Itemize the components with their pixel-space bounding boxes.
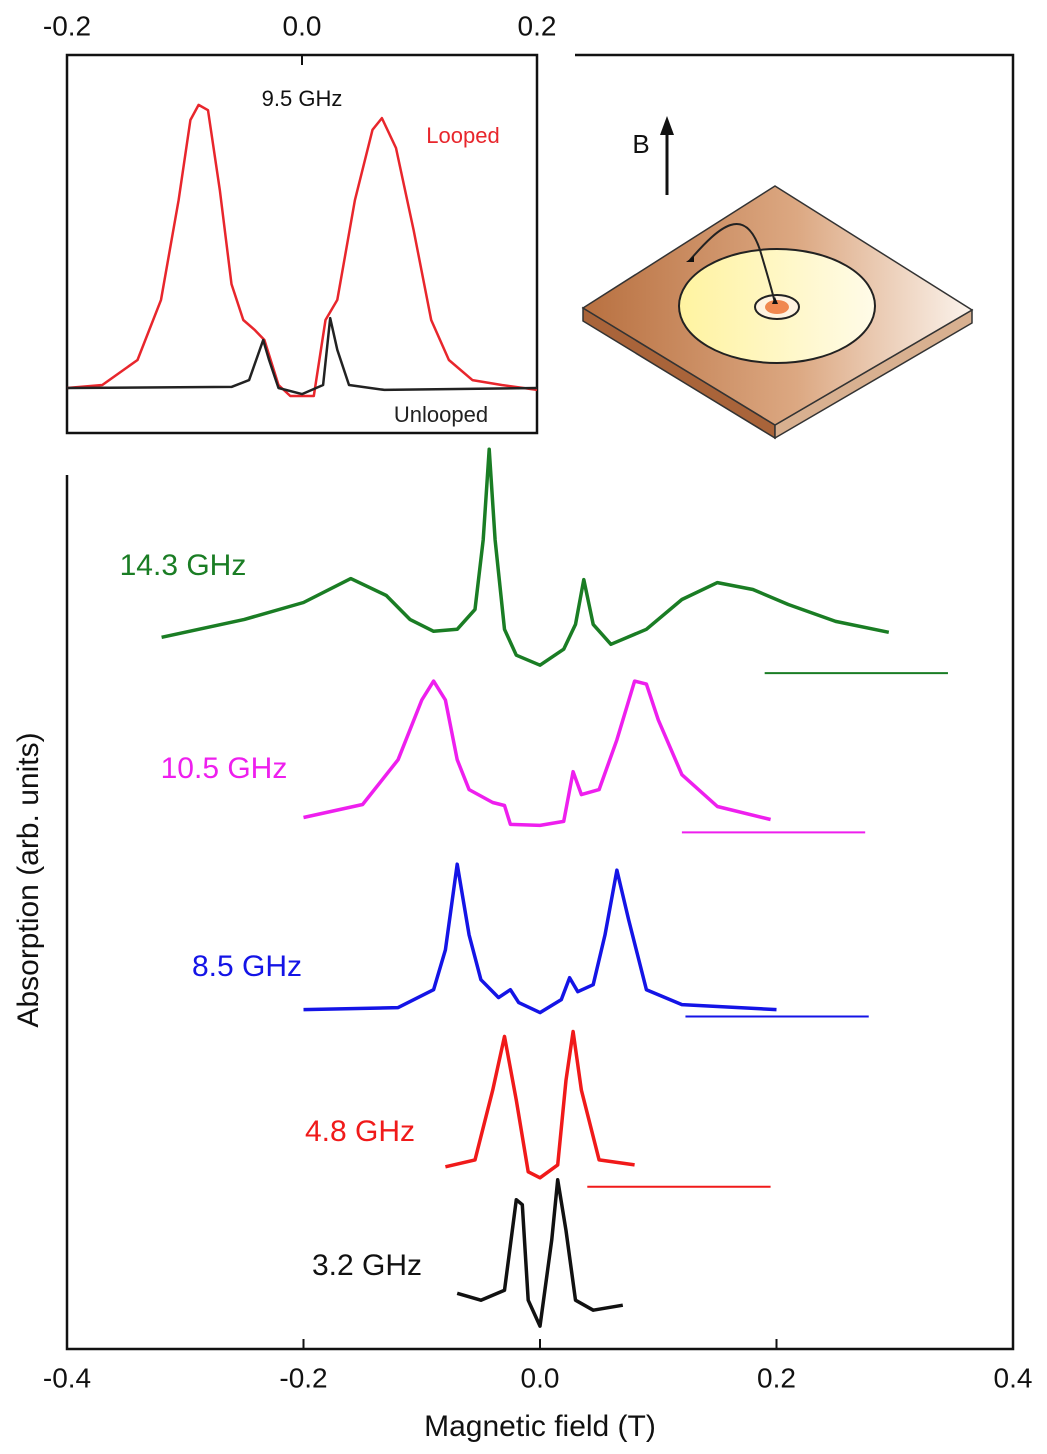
x-tick-label: 0.2 <box>518 10 557 41</box>
x-tick-label: 0.0 <box>283 10 322 41</box>
series-label: 4.8 GHz <box>305 1115 415 1148</box>
x-tick-label: -0.4 <box>43 1362 91 1393</box>
spectrum-line <box>303 862 777 1015</box>
series-label: Looped <box>426 123 499 148</box>
spectrum-line <box>456 1178 624 1328</box>
sample-schematic <box>581 116 974 440</box>
spectrum-line <box>66 103 538 398</box>
x-tick-label: 0.2 <box>757 1362 796 1393</box>
y-axis-label: Absorption (arb. units) <box>12 732 45 1027</box>
inset-title: 9.5 GHz <box>262 86 343 111</box>
series-label: 10.5 GHz <box>161 752 288 785</box>
x-axis-label: Magnetic field (T) <box>424 1410 656 1443</box>
spectrum-line <box>66 316 538 396</box>
field-label: B <box>632 129 649 159</box>
x-tick-label: 0.0 <box>521 1362 560 1393</box>
x-tick-label: 0.4 <box>994 1362 1033 1393</box>
spectrum-line <box>161 447 890 667</box>
series-label: 14.3 GHz <box>120 549 247 582</box>
series-label: Unlooped <box>394 402 488 427</box>
spectrum-line <box>445 1029 635 1180</box>
spectrum-line <box>303 679 772 828</box>
x-tick-label: -0.2 <box>43 10 91 41</box>
series-label: 8.5 GHz <box>192 950 302 983</box>
series-label: 3.2 GHz <box>312 1249 422 1282</box>
x-tick-label: -0.2 <box>279 1362 327 1393</box>
